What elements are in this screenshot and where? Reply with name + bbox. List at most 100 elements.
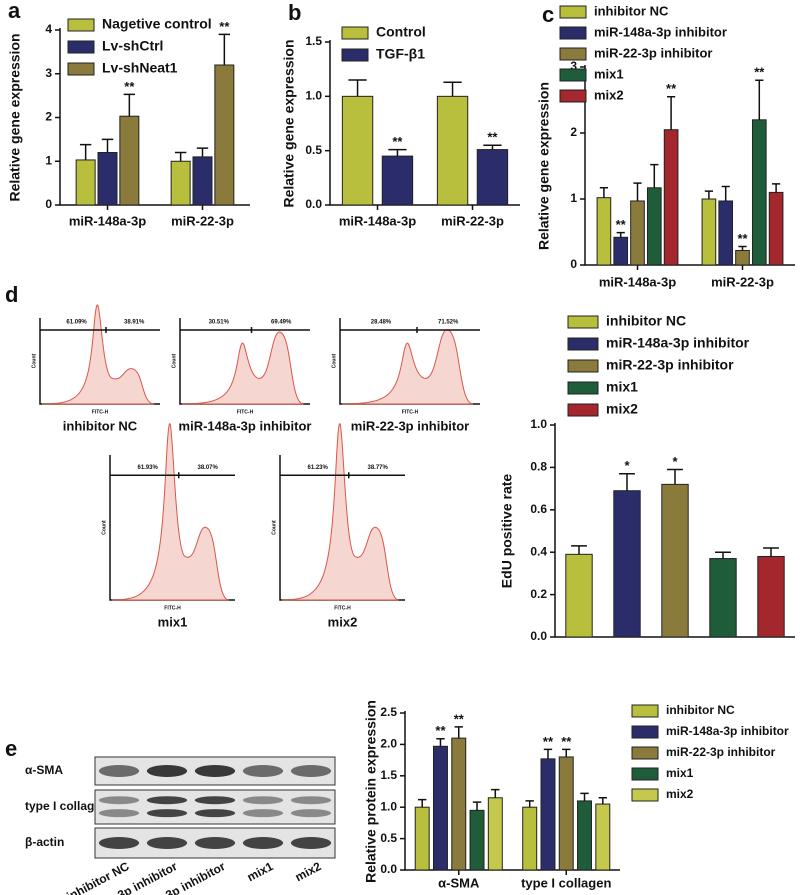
gate-left: 61.23% (308, 465, 329, 471)
significance: ** (754, 65, 765, 80)
bar (192, 156, 213, 206)
panel-letter: b (288, 0, 301, 25)
flow-title: mix1 (158, 614, 188, 629)
error-bar (218, 33, 231, 65)
error-bar (543, 748, 553, 759)
bar (718, 200, 734, 266)
significance: ** (392, 134, 403, 149)
blot-band (194, 765, 236, 777)
gate-left: 61.09% (66, 320, 87, 326)
blot-band (242, 809, 284, 818)
y-tick-label: 2 (570, 125, 577, 139)
y-tick-label: 0.2 (530, 587, 547, 601)
blot-band (290, 809, 332, 818)
legend-swatch (341, 26, 369, 40)
blot-strip (94, 789, 336, 825)
flow-title: miR-22-3p inhibitor (351, 418, 469, 433)
flow-x-label: FITC-H (237, 409, 254, 415)
blot-band (98, 837, 140, 849)
legend-label: mix2 (606, 401, 638, 417)
bar (540, 758, 556, 871)
x-tick-label: miR-148a-3p (69, 213, 146, 228)
blot-row-label: type I collagen (25, 799, 108, 813)
histogram (111, 423, 229, 601)
error-bar (755, 79, 764, 120)
error-bar (715, 551, 731, 559)
legend-swatch (631, 704, 659, 718)
error-bar (763, 547, 779, 557)
error-bar (571, 545, 587, 555)
panel-letter: a (8, 0, 21, 23)
gate-left: 28.48% (371, 320, 392, 326)
y-tick-label: 3 (570, 59, 577, 73)
error-bar (418, 798, 427, 808)
gate (110, 472, 235, 479)
bar (661, 483, 689, 638)
error-bar (196, 147, 209, 157)
y-tick-label: 2.5 (380, 705, 397, 719)
legend-label: mix2 (594, 87, 624, 102)
gate-right: 38.07% (198, 465, 219, 471)
y-tick-label: 0 (570, 257, 577, 271)
legend-swatch (631, 767, 659, 781)
blot-band (146, 765, 188, 777)
bar (97, 152, 118, 206)
legend-label: Lv-shCtrl (102, 38, 163, 54)
legend-label: Nagetive control (102, 16, 212, 32)
legend-label: miR-148a-3p inhibitor (666, 724, 789, 738)
blot-row-label: β-actin (25, 835, 64, 849)
bar (432, 745, 448, 871)
error-bar (721, 185, 730, 201)
legend-label: mix1 (666, 766, 694, 780)
error-bar (738, 245, 747, 251)
error-bar (562, 748, 571, 757)
gate-right: 38.77% (368, 465, 389, 471)
legend-label: inhibitor NC (606, 313, 686, 329)
significance: ** (543, 734, 554, 749)
bar (768, 191, 784, 266)
bar (414, 806, 430, 871)
legend-swatch (567, 359, 599, 373)
bar (214, 64, 235, 206)
y-tick-label: 0.4 (530, 544, 547, 558)
gate (280, 472, 405, 479)
y-axis-label: Relative gene expression (281, 39, 297, 207)
panel-letter: c (542, 2, 554, 27)
y-tick-label: 2 (45, 110, 52, 124)
y-tick-label: 1.0 (305, 89, 322, 103)
blot-band (242, 765, 284, 777)
bar (170, 160, 191, 206)
error-bar (772, 183, 781, 193)
bar (119, 115, 140, 206)
error-bar (667, 95, 676, 130)
gate-left: 61.93% (138, 465, 159, 471)
significance: * (672, 454, 678, 469)
x-tick-label: miR-148a-3p (339, 213, 416, 228)
significance: ** (666, 81, 677, 96)
y-tick-label: 0.5 (305, 143, 322, 157)
significance: ** (737, 231, 748, 246)
bar (596, 197, 612, 266)
legend-swatch (341, 48, 369, 62)
blot-band (290, 765, 332, 777)
error-bar (174, 151, 187, 162)
bar (577, 800, 593, 871)
blot-row-label: α-SMA (25, 763, 63, 777)
legend-swatch (559, 26, 587, 40)
legend-swatch (559, 68, 587, 82)
bar (487, 797, 503, 871)
bar (646, 187, 662, 266)
y-tick-label: 0 (45, 197, 52, 211)
y-tick-label: 1.0 (530, 417, 547, 431)
y-tick-label: 2.0 (380, 737, 397, 751)
significance: ** (616, 217, 627, 232)
legend-swatch (559, 5, 587, 19)
legend-swatch (567, 315, 599, 329)
legend-label: inhibitor NC (666, 703, 735, 717)
legend-label: TGF-β1 (376, 46, 425, 62)
error-bar (598, 797, 607, 805)
y-tick-label: 0.0 (530, 629, 547, 643)
error-bar (650, 163, 659, 188)
legend-label: mix1 (594, 66, 624, 81)
